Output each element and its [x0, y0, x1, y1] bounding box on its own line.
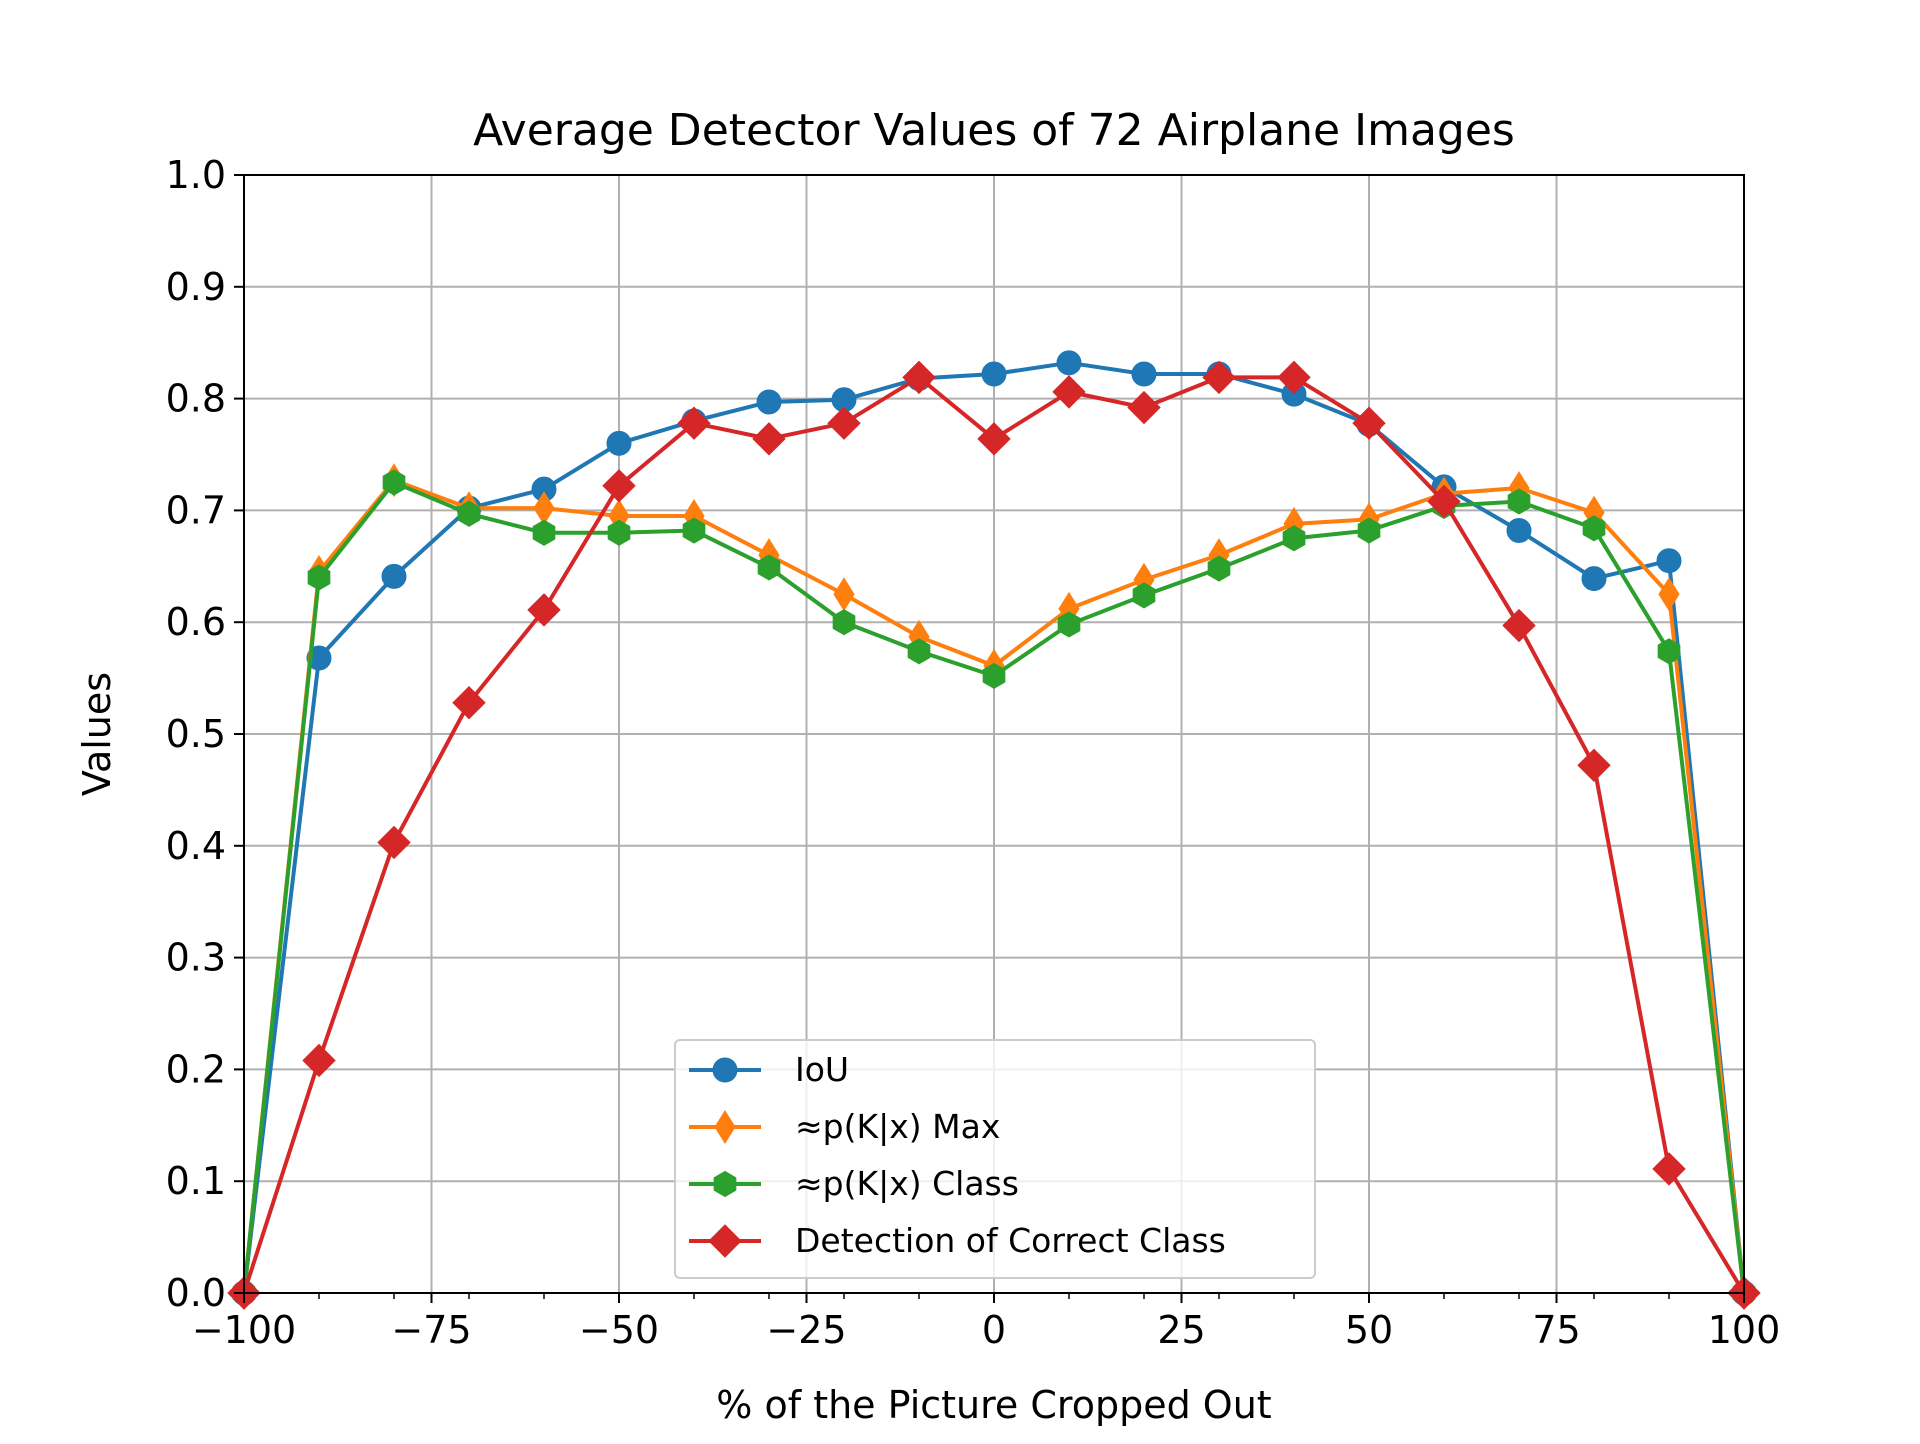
data-point — [907, 638, 931, 665]
data-point — [1207, 555, 1231, 582]
x-tick-label: 100 — [1708, 1308, 1781, 1352]
legend-entry-label: ≈p(K|x) Max — [795, 1107, 1000, 1146]
series-lines — [227, 350, 1761, 1310]
data-point — [677, 406, 711, 440]
data-point — [607, 519, 631, 546]
x-tick-label: −25 — [766, 1308, 846, 1352]
y-tick-label: 0.6 — [166, 600, 226, 644]
data-point — [1202, 360, 1236, 395]
data-point — [1652, 1152, 1686, 1186]
y-tick-label: 0.3 — [166, 936, 226, 980]
data-point — [1582, 515, 1606, 542]
y-tick-label: 0.7 — [166, 488, 226, 532]
x-tick-label: 25 — [1157, 1308, 1205, 1352]
data-point — [1577, 748, 1611, 783]
x-tick-label: 75 — [1532, 1308, 1580, 1352]
legend-entry-label: IoU — [795, 1050, 849, 1089]
chart-title: Average Detector Values of 72 Airplane I… — [473, 105, 1515, 156]
data-point — [827, 406, 861, 440]
x-axis-label: % of the Picture Cropped Out — [716, 1383, 1271, 1427]
y-tick-label: 0.4 — [166, 824, 226, 868]
data-point — [981, 361, 1007, 387]
x-tick-label: −100 — [192, 1308, 296, 1352]
data-point — [832, 609, 856, 636]
data-point — [606, 430, 632, 456]
x-tick-label: −75 — [391, 1308, 471, 1352]
data-point — [1657, 638, 1681, 665]
data-point — [602, 469, 636, 503]
data-point — [1282, 525, 1306, 552]
y-tick-label: 0.8 — [166, 377, 226, 421]
data-point — [532, 519, 556, 546]
data-point — [1581, 566, 1607, 592]
x-tick-label: 0 — [982, 1308, 1006, 1352]
data-point — [1656, 548, 1682, 574]
data-point — [1502, 608, 1536, 643]
data-point — [1132, 582, 1156, 609]
y-tick-label: 0.9 — [166, 265, 226, 309]
x-tick-label: −50 — [579, 1308, 659, 1352]
legend-swatch-marker — [714, 1110, 736, 1144]
legend-swatch-marker — [712, 1057, 738, 1083]
legend-entry-label: Detection of Correct Class — [795, 1221, 1226, 1260]
data-point — [1057, 611, 1081, 638]
data-point — [756, 389, 782, 415]
data-point — [982, 662, 1006, 689]
series-4 — [227, 360, 1761, 1310]
data-point — [757, 554, 781, 581]
data-point — [377, 825, 411, 860]
data-point — [1052, 375, 1086, 409]
data-point — [381, 563, 407, 589]
y-tick-label: 0.1 — [166, 1159, 226, 1203]
data-point — [1507, 488, 1531, 515]
y-axis-label: Values — [75, 672, 119, 796]
x-tick-label: 50 — [1345, 1308, 1393, 1352]
data-point — [1506, 518, 1532, 544]
y-tick-label: 0.2 — [166, 1047, 226, 1091]
data-point — [457, 500, 481, 527]
data-point — [1131, 361, 1157, 387]
data-point — [1127, 390, 1161, 425]
y-tick-label: 0.0 — [166, 1271, 226, 1315]
y-tick-label: 0.5 — [166, 712, 226, 756]
data-point — [977, 422, 1011, 456]
legend-swatch-marker — [713, 1170, 737, 1198]
legend-entry-label: ≈p(K|x) Class — [795, 1164, 1019, 1203]
y-tick-label: 1.0 — [166, 153, 226, 197]
data-point — [1277, 360, 1311, 395]
legend-swatch-marker — [708, 1224, 742, 1258]
data-point — [452, 685, 486, 720]
data-point — [1056, 350, 1082, 376]
data-point — [902, 360, 936, 395]
legend-box — [674, 1039, 1316, 1279]
legend: IoU ≈p(K|x) Max ≈p(K|x) Class Detection of … — [674, 1039, 1316, 1279]
data-point — [1427, 484, 1461, 519]
data-point — [1357, 517, 1381, 544]
data-point — [307, 564, 331, 591]
data-point — [382, 469, 406, 496]
data-point — [302, 1043, 336, 1078]
data-point — [1658, 577, 1680, 612]
data-point — [527, 593, 561, 627]
data-point — [682, 517, 706, 544]
data-point — [752, 422, 786, 456]
data-point — [1352, 406, 1386, 440]
axis-ticks: −100 −75 −50 −25 0 25 50 75 100 0.0 0.1 0.2 0.3 0.4 0.… — [166, 153, 1781, 1352]
